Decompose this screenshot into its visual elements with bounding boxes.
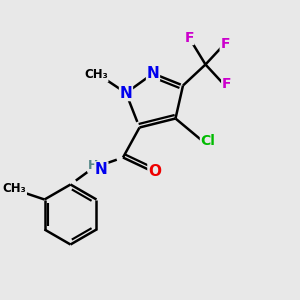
Text: Cl: Cl bbox=[200, 134, 215, 148]
Text: F: F bbox=[222, 77, 231, 91]
Text: N: N bbox=[95, 162, 108, 177]
Text: H: H bbox=[88, 159, 98, 172]
Text: O: O bbox=[148, 164, 161, 178]
Text: CH₃: CH₃ bbox=[3, 182, 26, 196]
Text: F: F bbox=[220, 37, 230, 50]
Text: N: N bbox=[147, 66, 159, 81]
Text: F: F bbox=[184, 31, 194, 44]
Text: N: N bbox=[120, 85, 132, 100]
Text: CH₃: CH₃ bbox=[84, 68, 108, 82]
